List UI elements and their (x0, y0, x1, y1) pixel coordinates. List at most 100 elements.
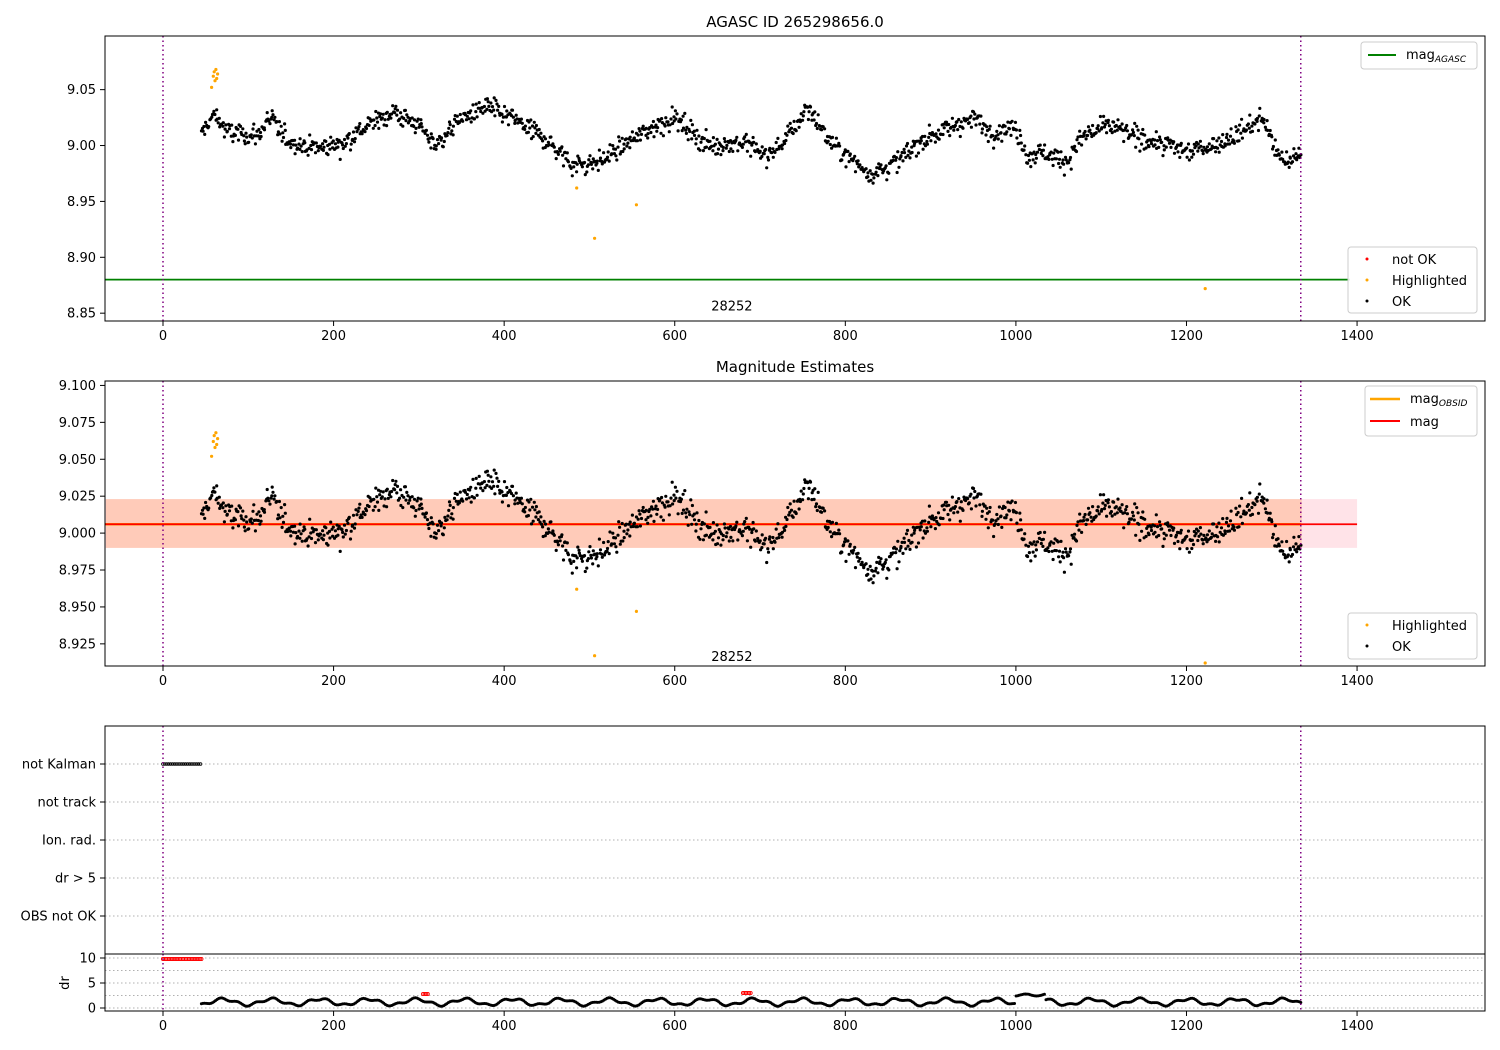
ok-point (354, 508, 358, 512)
ok-point (305, 537, 309, 541)
ok-point (813, 487, 817, 491)
ok-point (348, 537, 353, 541)
ok-point (375, 495, 379, 499)
ok-point (367, 123, 371, 127)
ok-point (1186, 529, 1191, 533)
ok-point (760, 145, 764, 149)
flag-point (196, 762, 201, 766)
ok-point (721, 149, 725, 153)
ok-point (291, 530, 295, 534)
ok-point (874, 170, 878, 174)
x-tick-label: 600 (662, 1019, 687, 1034)
ok-point (606, 150, 610, 154)
x-tick-label: 1000 (999, 1019, 1032, 1034)
ok-point (918, 141, 922, 145)
ok-point (1116, 497, 1120, 501)
ok-point (216, 501, 220, 505)
ok-point (758, 149, 762, 153)
ok-point (683, 489, 687, 493)
ok-point (858, 557, 862, 561)
ok-point (1019, 141, 1023, 145)
ok-point (451, 124, 455, 128)
ok-point (622, 529, 626, 533)
ok-point (424, 128, 428, 132)
ok-point (735, 135, 739, 139)
ok-point (904, 532, 909, 536)
ok-point (1290, 160, 1295, 164)
ok-point (1294, 152, 1298, 156)
ok-point (299, 532, 303, 536)
ok-point (735, 520, 739, 524)
ok-point (381, 490, 385, 494)
ok-point (1187, 158, 1191, 162)
ok-point (1004, 516, 1008, 520)
ok-point (434, 147, 438, 151)
ok-point (638, 512, 642, 516)
ok-point (221, 501, 225, 505)
ok-point (1238, 123, 1242, 127)
ok-point (377, 508, 381, 512)
ok-point (583, 569, 587, 574)
x-tick-label: 400 (492, 674, 517, 689)
ok-point (201, 129, 205, 133)
ok-point (350, 523, 355, 527)
ok-point (1258, 482, 1262, 486)
ok-point (382, 504, 386, 508)
ok-point (386, 117, 390, 121)
ok-point (894, 156, 899, 160)
ok-point (881, 567, 885, 571)
ok-point (806, 481, 810, 485)
ok-point (1019, 528, 1023, 532)
ok-point (483, 486, 487, 490)
legend2-highlighted-marker (1365, 623, 1369, 627)
ok-point (624, 522, 628, 526)
highlighted-point (214, 431, 218, 435)
ok-point (1201, 538, 1205, 542)
ok-point (1157, 145, 1161, 149)
ok-point (586, 163, 591, 167)
highlighted-point (213, 79, 217, 83)
ok-point (357, 506, 361, 510)
ok-point (490, 486, 494, 490)
ok-point (1185, 146, 1189, 150)
ok-point (589, 556, 594, 560)
ok-point (469, 500, 473, 504)
ok-point (230, 504, 234, 508)
ok-point (996, 133, 1000, 137)
ok-point (993, 522, 997, 526)
ok-point (1115, 128, 1119, 132)
ok-point (828, 530, 832, 534)
y-tick-label: 8.950 (59, 600, 96, 615)
ok-point (797, 507, 801, 511)
ok-point (530, 124, 535, 128)
ok-point (727, 149, 731, 154)
ok-point (341, 530, 345, 535)
ok-point (910, 533, 914, 537)
ok-point (834, 521, 839, 526)
ok-point (463, 490, 467, 494)
ok-point (834, 136, 839, 140)
ok-point (1250, 512, 1255, 517)
ok-point (435, 523, 440, 527)
ok-point (429, 132, 433, 136)
ok-point (410, 116, 414, 120)
ok-point (497, 479, 501, 483)
ok-point (1102, 125, 1107, 129)
ok-point (1265, 119, 1269, 123)
ok-point (739, 531, 743, 535)
flag-points (161, 762, 203, 766)
ok-point (385, 124, 389, 128)
ok-point (896, 539, 900, 543)
ok-point (936, 128, 941, 132)
ok-point (851, 551, 855, 555)
ok-point (1196, 538, 1200, 543)
ok-point (638, 129, 642, 133)
ok-point (391, 478, 395, 483)
ok-point (1019, 133, 1023, 138)
ok-point (1193, 534, 1197, 538)
ok-point (868, 169, 872, 173)
ok-point (356, 127, 360, 131)
ok-point (493, 492, 497, 496)
ok-point (914, 545, 919, 549)
ok-point (1088, 511, 1092, 515)
